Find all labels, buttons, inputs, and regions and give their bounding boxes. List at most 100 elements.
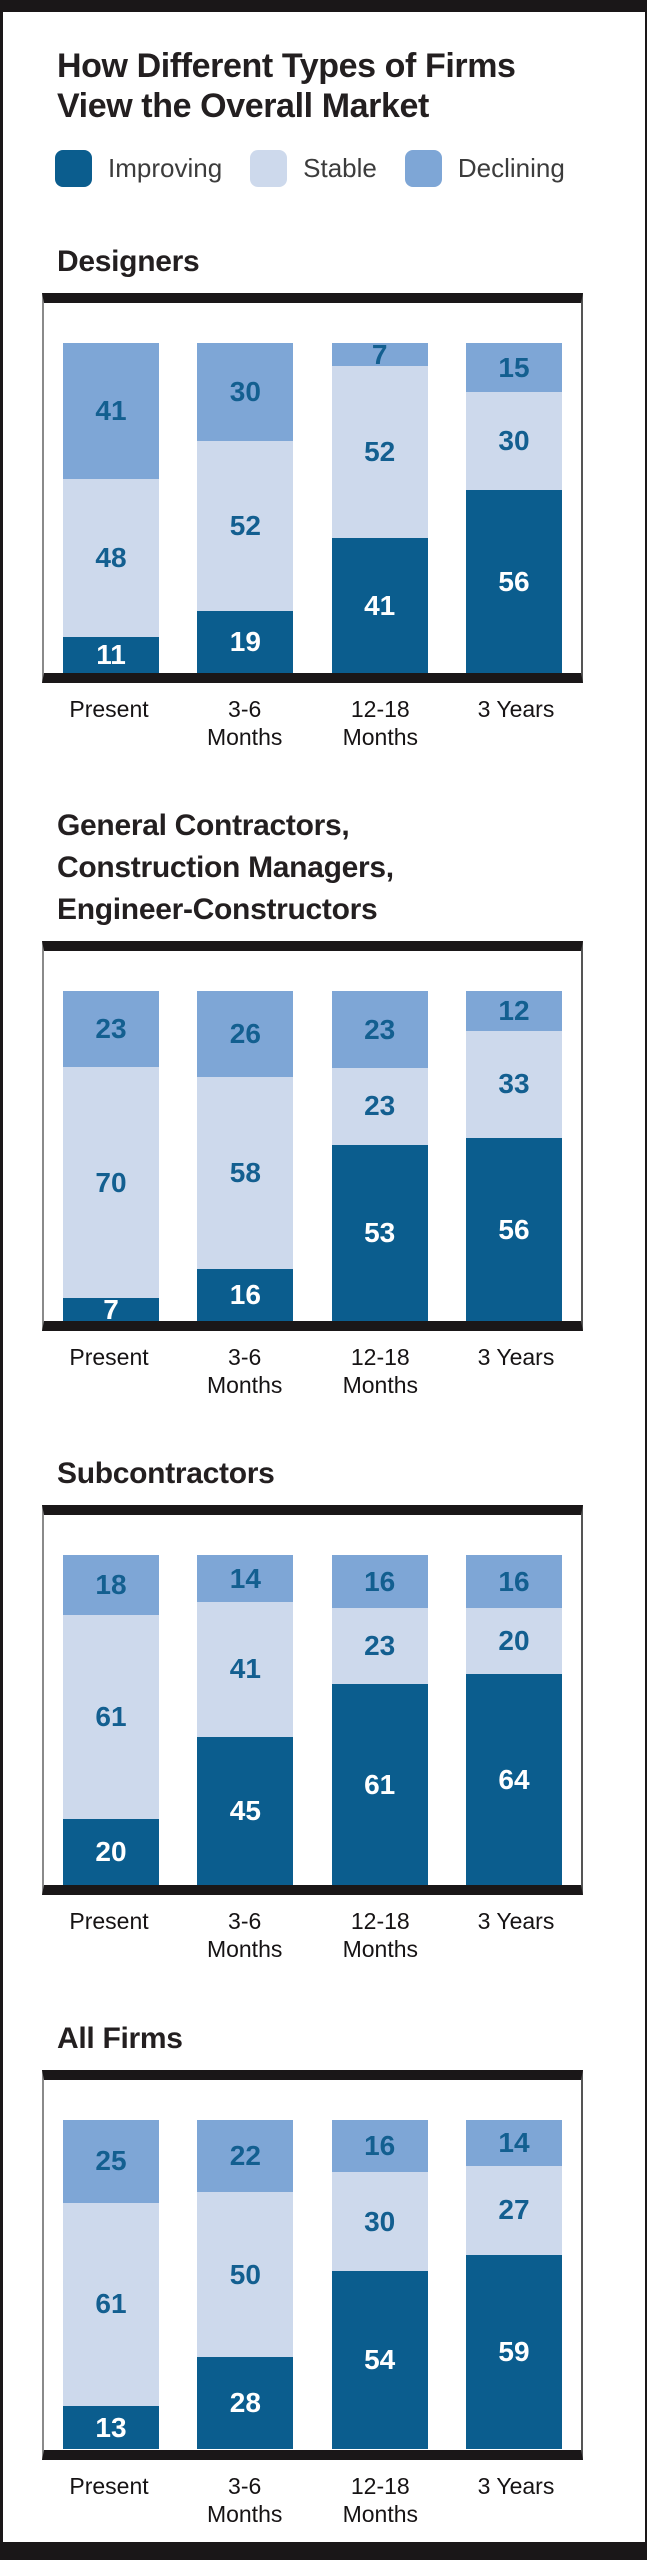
category-label: 3 Years [477,696,555,723]
segment-value-label: 11 [96,639,126,671]
bar-segment-stable: 61 [63,2202,159,2407]
section-subcontractors: Subcontractors 18 61 20 14 41 45 16 23 61 16 20 64 … [42,1453,583,1963]
bar-segment-improving: 61 [331,1684,428,1886]
bar-segment-improving: 28 [197,2357,294,2450]
bar-segment-declining: 30 [197,343,294,442]
figure-content: How Different Types of Firms View the Ov… [42,46,583,2528]
category-axis: Present 3-6 Months 12-18 Months 3 Years [42,683,583,751]
segment-value-label: 41 [229,1653,261,1685]
stacked-bar: 41 48 11 [63,343,159,674]
category-axis: Present 3-6 Months 12-18 Months 3 Years [42,2460,583,2528]
page-title: How Different Types of Firms View the Ov… [57,47,516,126]
bar-segment-improving: 16 [197,1268,294,1322]
stacked-bar: 23 70 7 [63,991,159,1325]
legend: Improving Stable Declining [55,150,583,188]
stacked-bar: 14 41 45 [197,1555,294,1886]
bar-segment-stable: 23 [331,1067,428,1145]
legend-item-declining: Declining [404,150,565,188]
segment-value-label: 61 [364,1768,396,1800]
category-label: 3 Years [477,2472,555,2499]
segment-value-label: 41 [364,589,396,621]
stacked-bar: 26 58 16 [197,991,294,1322]
bar-segment-declining: 23 [331,991,428,1068]
section-title-subcontractors: Subcontractors [57,1457,275,1491]
category-label: 3 Years [477,1344,555,1371]
bar-segment-stable: 20 [465,1608,562,1675]
bar-segment-stable: 61 [63,1615,159,1819]
bar-segment-stable: 30 [331,2172,428,2272]
category-label: Present [69,696,149,723]
segment-value-label: 20 [95,1836,127,1868]
segment-value-label: 70 [95,1166,127,1198]
segment-value-label: 64 [498,1763,530,1795]
category-label: 3 Years [477,1908,555,1935]
bar-segment-declining: 25 [63,2119,159,2203]
segment-value-label: 56 [498,1213,530,1245]
segment-value-label: 26 [229,1018,261,1050]
stacked-bar: 12 33 56 [465,991,562,1322]
bar-segment-declining: 23 [63,991,159,1068]
segment-value-label: 52 [364,436,396,468]
improving-swatch-icon [55,150,92,188]
plot-area: 41 48 11 30 52 19 7 52 41 15 30 56 [44,303,581,674]
stacked-bar: 16 23 61 [331,1555,428,1886]
segment-value-label: 20 [498,1625,530,1657]
stacked-bar: 7 52 41 [331,338,428,674]
stacked-bar: 15 30 56 [465,343,562,674]
bar-segment-declining: 7 [331,338,428,370]
segment-value-label: 14 [229,1562,261,1594]
segment-value-label: 13 [95,2411,127,2443]
category-label: 3-6 Months [206,1908,283,1963]
segment-value-label: 33 [498,1068,530,1100]
segment-value-label: 30 [364,2205,396,2237]
bar-segment-stable: 27 [465,2165,562,2255]
segment-value-label: 45 [229,1795,261,1827]
bar-segment-improving: 59 [465,2254,562,2450]
category-axis: Present 3-6 Months 12-18 Months 3 Years [42,1331,583,1399]
stacked-bar: 30 52 19 [197,343,294,674]
category-label: 3-6 Months [206,1344,283,1399]
chart-panel-designers: 41 48 11 30 52 19 7 52 41 15 30 56 [42,293,583,684]
segment-value-label: 16 [364,1565,396,1597]
segment-value-label: 23 [95,1013,127,1045]
bar-segment-declining: 16 [331,2119,428,2173]
segment-value-label: 12 [498,994,530,1026]
stacked-bar: 14 27 59 [465,2119,562,2450]
segment-value-label: 30 [229,376,261,408]
segment-value-label: 7 [371,338,388,370]
bar-segment-declining: 16 [331,1555,428,1609]
legend-label-improving: Improving [108,153,223,184]
stacked-bar: 23 23 53 [331,991,428,1322]
segment-value-label: 18 [95,1569,127,1601]
section-designers: Designers 41 48 11 30 52 19 7 52 41 15 30 56 Presen… [42,241,583,751]
bar-segment-improving: 56 [465,1138,562,1322]
segment-value-label: 61 [95,2288,127,2320]
declining-swatch-icon [404,150,442,188]
bar-segment-declining: 14 [465,2119,562,2166]
bar-segment-declining: 41 [63,343,159,479]
segment-value-label: 19 [229,626,261,658]
category-label: 12-18 Months [342,1908,419,1963]
segment-value-label: 7 [103,1293,119,1325]
segment-value-label: 28 [229,2387,261,2419]
category-label: 12-18 Months [342,2472,419,2527]
bar-segment-declining: 22 [197,2119,294,2193]
segment-value-label: 23 [364,1013,396,1045]
bar-segment-improving: 54 [331,2271,428,2450]
segment-value-label: 58 [229,1156,261,1188]
bar-segment-stable: 30 [465,392,562,491]
category-axis: Present 3-6 Months 12-18 Months 3 Years [42,1895,583,1963]
category-label: 12-18 Months [342,696,419,751]
legend-label-stable: Stable [303,153,377,184]
segment-value-label: 23 [364,1630,396,1662]
bar-segment-stable: 33 [465,1030,562,1139]
bar-segment-stable: 70 [63,1067,159,1299]
segment-value-label: 25 [95,2145,127,2177]
bar-segment-improving: 56 [465,490,562,674]
segment-value-label: 16 [229,1278,261,1310]
bar-segment-declining: 15 [465,343,562,393]
bar-segment-declining: 18 [63,1555,159,1616]
bar-segment-stable: 52 [331,366,428,538]
segment-value-label: 48 [95,541,127,573]
bar-segment-stable: 52 [197,441,294,612]
